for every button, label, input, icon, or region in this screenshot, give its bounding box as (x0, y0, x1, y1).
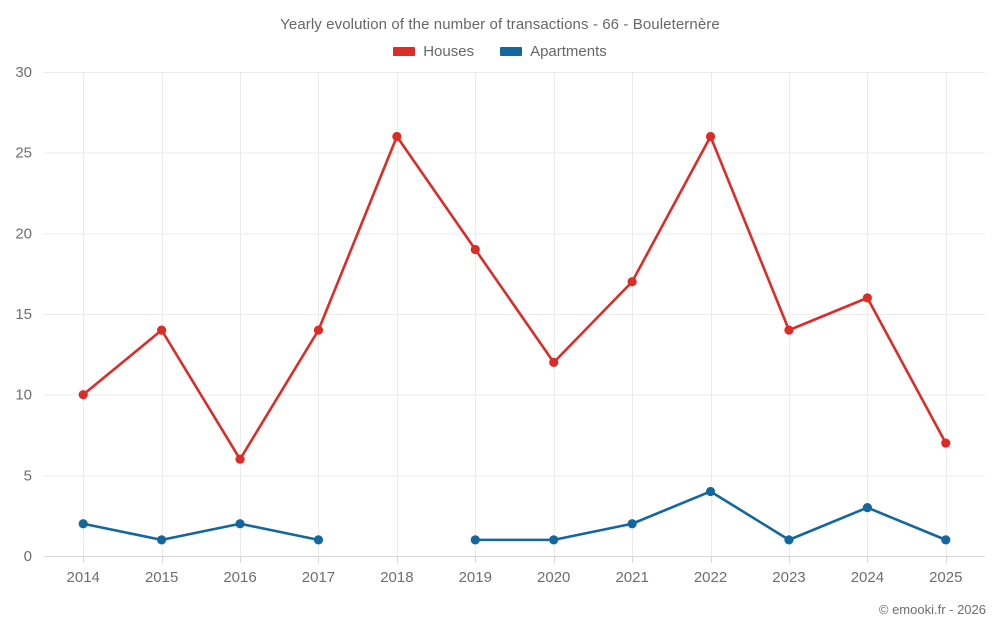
y-axis-labels: 0 5 10 15 20 25 30 (15, 64, 32, 565)
data-point[interactable] (78, 390, 88, 400)
data-point[interactable] (78, 519, 88, 529)
series-houses (78, 131, 951, 464)
data-point[interactable] (941, 438, 951, 448)
legend-label-houses: Houses (423, 43, 475, 60)
data-series (78, 131, 951, 545)
legend-swatch-houses (393, 47, 416, 56)
x-tick-label: 2023 (772, 569, 805, 586)
x-axis-labels: 2014 2015 2016 2017 2018 2019 2020 2021 2022 2023… (67, 569, 963, 586)
data-point[interactable] (470, 244, 480, 255)
y-tick-label: 5 (24, 467, 32, 484)
x-tick-label: 2020 (537, 569, 570, 586)
axis-ticks (83, 556, 947, 563)
legend-item-apartments[interactable]: Apartments (500, 43, 607, 60)
data-point[interactable] (705, 486, 716, 497)
data-point[interactable] (157, 325, 167, 335)
legend-item-houses[interactable]: Houses (393, 43, 474, 60)
legend-label-apartments: Apartments (530, 43, 607, 60)
x-tick-label: 2017 (302, 569, 335, 586)
x-tick-label: 2019 (459, 569, 492, 586)
x-tick-label: 2016 (223, 569, 256, 586)
footer-credit: © emooki.fr - 2026 (878, 602, 986, 617)
data-point[interactable] (392, 131, 402, 142)
x-tick-label: 2015 (145, 569, 178, 586)
data-point[interactable] (784, 535, 794, 545)
data-point[interactable] (862, 503, 872, 513)
data-point[interactable] (235, 519, 245, 529)
data-point[interactable] (235, 454, 245, 464)
y-tick-label: 25 (15, 145, 32, 162)
x-tick-label: 2022 (694, 569, 727, 586)
data-point[interactable] (627, 519, 637, 529)
data-point[interactable] (313, 535, 324, 545)
data-point[interactable] (941, 535, 951, 545)
data-point[interactable] (313, 325, 324, 335)
data-point[interactable] (784, 325, 794, 335)
data-point[interactable] (470, 535, 480, 545)
series-apartments (78, 486, 951, 545)
data-point[interactable] (549, 535, 559, 545)
y-tick-label: 15 (15, 306, 32, 323)
grid-lines (44, 72, 985, 557)
chart-legend: Houses Apartments (0, 43, 1000, 60)
x-tick-label: 2014 (67, 569, 100, 586)
x-tick-label: 2018 (380, 569, 413, 586)
x-tick-label: 2025 (929, 569, 962, 586)
data-point[interactable] (549, 357, 559, 367)
chart-title: Yearly evolution of the number of transa… (280, 16, 720, 33)
x-tick-label: 2021 (615, 569, 648, 586)
y-tick-label: 0 (24, 548, 32, 565)
x-tick-label: 2024 (851, 569, 884, 586)
data-point[interactable] (157, 535, 167, 545)
legend-swatch-apartments (500, 47, 523, 56)
data-point[interactable] (862, 293, 872, 303)
data-point[interactable] (705, 131, 716, 142)
y-tick-label: 10 (15, 387, 32, 404)
y-tick-label: 20 (15, 225, 32, 242)
data-point[interactable] (627, 277, 637, 287)
y-tick-label: 30 (15, 64, 32, 81)
